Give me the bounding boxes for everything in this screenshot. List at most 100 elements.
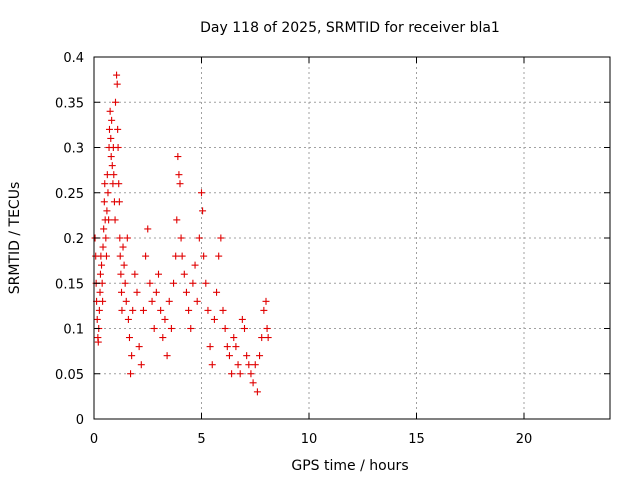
data-point <box>118 306 126 314</box>
data-point <box>98 261 106 269</box>
data-point <box>127 370 135 378</box>
data-point <box>223 343 231 351</box>
data-point <box>106 107 114 115</box>
data-point <box>123 234 131 242</box>
data-point <box>119 243 127 251</box>
data-point <box>122 297 130 305</box>
data-point <box>112 98 119 106</box>
y-tick-label: 0.35 <box>55 96 84 111</box>
data-point <box>121 279 129 287</box>
data-point <box>116 234 124 242</box>
data-point <box>191 261 199 269</box>
data-point <box>243 352 251 360</box>
x-tick-label: 15 <box>408 432 425 447</box>
data-point <box>163 352 171 360</box>
data-point <box>100 225 108 233</box>
data-point <box>238 315 246 323</box>
data-point <box>114 144 122 151</box>
data-point <box>148 297 156 305</box>
data-point <box>135 343 143 351</box>
data-point <box>174 153 182 161</box>
data-point <box>103 207 111 215</box>
data-point <box>117 270 125 278</box>
y-tick-label: 0 <box>76 413 84 428</box>
data-point <box>94 338 102 346</box>
data-point <box>113 71 121 79</box>
data-point <box>108 116 116 124</box>
data-point <box>146 279 154 287</box>
data-point <box>173 216 181 224</box>
data-point <box>177 234 185 242</box>
data-point <box>225 352 233 360</box>
data-point <box>206 343 214 351</box>
data-point <box>200 252 208 260</box>
data-point <box>236 370 244 378</box>
data-point <box>170 279 178 287</box>
data-point <box>253 388 261 396</box>
data-point <box>185 306 193 314</box>
data-point <box>210 315 218 323</box>
x-tick-label: 20 <box>516 432 533 447</box>
data-point <box>161 315 169 323</box>
data-point <box>159 334 167 342</box>
data-point <box>93 315 101 323</box>
data-point <box>202 279 210 287</box>
data-point <box>139 306 147 314</box>
data-point <box>103 171 111 179</box>
y-tick-label: 0.15 <box>55 277 84 292</box>
data-point <box>131 270 139 278</box>
data-point <box>264 334 272 342</box>
data-point <box>247 370 255 378</box>
y-tick-label: 0.25 <box>55 187 84 202</box>
data-point <box>129 306 137 314</box>
y-axis-label: SRMTID / TECUs <box>7 182 23 295</box>
y-tick-label: 0.1 <box>63 323 84 338</box>
data-point <box>113 80 121 88</box>
data-point <box>144 225 152 233</box>
data-point <box>182 288 190 296</box>
x-tick-label: 10 <box>301 432 318 447</box>
data-point <box>260 306 268 314</box>
data-point <box>125 334 133 342</box>
data-point <box>115 198 123 206</box>
data-point <box>157 306 165 314</box>
data-point <box>198 189 205 197</box>
data-point <box>256 352 264 360</box>
data-point <box>176 180 184 188</box>
data-point <box>118 288 126 296</box>
data-point <box>172 252 180 260</box>
data-point <box>120 261 128 269</box>
chart-title: Day 118 of 2025, SRMTID for receiver bla… <box>200 20 500 36</box>
data-point <box>180 270 188 278</box>
data-point <box>104 189 112 197</box>
data-point <box>150 325 158 332</box>
data-point <box>115 180 123 188</box>
data-point <box>217 234 225 242</box>
data-point <box>263 325 271 332</box>
x-axis-label: GPS time / hours <box>291 458 408 474</box>
y-tick-label: 0.05 <box>55 368 84 383</box>
data-point <box>105 125 113 133</box>
data-point <box>133 288 141 296</box>
data-point <box>100 198 108 206</box>
data-point <box>95 306 103 314</box>
y-tick-label: 0.2 <box>63 232 84 247</box>
x-tick-label: 0 <box>90 432 98 447</box>
data-point <box>102 234 110 242</box>
data-point <box>128 352 136 360</box>
data-point <box>221 325 229 332</box>
data-point <box>251 361 259 369</box>
data-point <box>96 288 104 296</box>
data-point <box>110 171 118 179</box>
data-point <box>215 252 223 260</box>
data-point <box>189 279 197 287</box>
data-point <box>105 216 113 224</box>
data-point <box>230 334 238 342</box>
data-point <box>114 125 122 133</box>
data-point <box>107 134 115 142</box>
data-point <box>199 207 207 215</box>
data-point <box>193 297 201 305</box>
data-point <box>241 325 248 332</box>
